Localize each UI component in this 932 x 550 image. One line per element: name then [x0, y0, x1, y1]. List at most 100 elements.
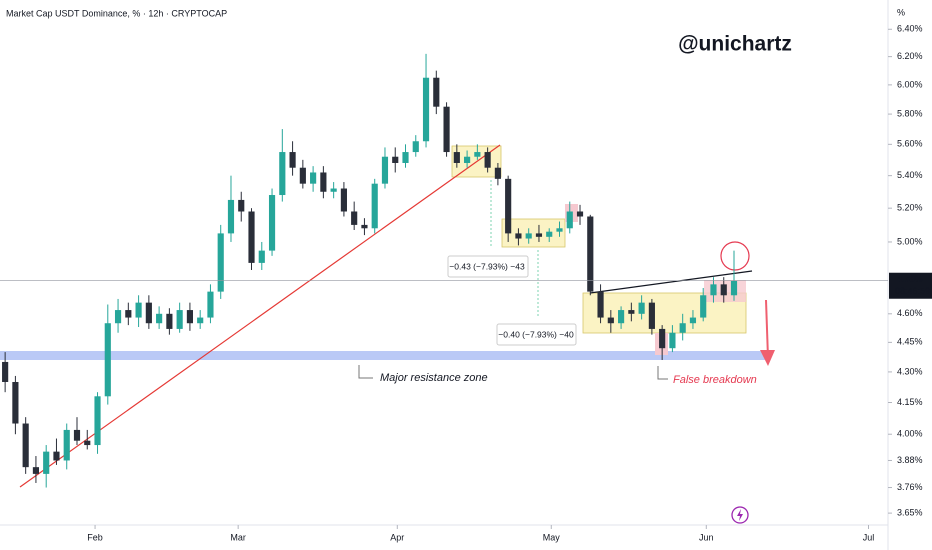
candle-body: [392, 156, 399, 163]
y-tick-label: 3.88%: [897, 455, 923, 465]
candle-body: [114, 310, 122, 324]
candle-body: [700, 295, 707, 318]
watermark: @unichartz: [678, 33, 792, 56]
x-tick-label: Jun: [699, 532, 714, 542]
candle-body: [207, 291, 214, 318]
y-tick-label: 5.20%: [897, 203, 923, 213]
y-tick-label: 3.76%: [897, 482, 923, 492]
candle-body: [402, 152, 409, 163]
candle-body: [197, 317, 204, 324]
candle-body: [453, 152, 460, 163]
candle-body: [443, 106, 450, 153]
candle-body: [710, 284, 717, 296]
candle-body: [248, 211, 255, 263]
candle-body: [2, 361, 9, 382]
y-tick-label: 4.60%: [897, 308, 923, 318]
candle-body: [484, 152, 491, 168]
label-box: [447, 255, 529, 278]
y-tick-label: 4.00%: [897, 429, 923, 439]
x-tick-label: Feb: [87, 532, 103, 542]
candle-body: [176, 310, 183, 329]
candle-body: [587, 216, 594, 292]
y-tick-label: 6.40%: [897, 24, 923, 34]
candle-body: [628, 310, 635, 314]
candle-body: [556, 228, 563, 232]
candle-body: [422, 77, 430, 142]
candle-body: [84, 440, 91, 446]
highlight-circle: [720, 241, 750, 271]
candle-body: [166, 313, 173, 329]
candle-body: [494, 167, 501, 179]
candle-body: [412, 141, 419, 153]
annotation: False breakdown: [673, 374, 757, 386]
candle-body: [669, 332, 676, 349]
candle-body: [361, 224, 368, 229]
candle-body: [217, 233, 224, 292]
resistance-zone: [0, 351, 767, 360]
candle-body: [135, 302, 142, 318]
x-tick-label: Jul: [863, 532, 875, 542]
candle-body: [638, 302, 645, 314]
candle-body: [279, 152, 286, 196]
candle-body: [125, 310, 132, 318]
y-tick-label: 6.20%: [897, 51, 923, 61]
candle-body: [104, 323, 111, 397]
y-tick-label: 4.30%: [897, 366, 923, 376]
x-tick-label: Mar: [230, 532, 246, 542]
plot: [2, 53, 738, 488]
candle-body: [689, 317, 697, 324]
range-box: [501, 218, 566, 248]
candle-body: [607, 317, 614, 324]
candle-body: [238, 199, 245, 212]
candle-body: [546, 231, 553, 237]
label-box: [496, 323, 577, 346]
annotation: Major resistance zone: [380, 372, 488, 384]
candle-body: [371, 183, 378, 229]
candle-body: [381, 156, 389, 184]
candle-body: [515, 233, 522, 239]
candle-body: [268, 195, 276, 251]
candle-body: [32, 467, 40, 474]
arrow-head: [760, 350, 775, 366]
price-label: 4.78%: [897, 274, 923, 284]
x-tick-label: Apr: [390, 532, 404, 542]
candle-body: [330, 188, 337, 192]
candle-body: [505, 178, 512, 234]
countdown: 08:46:59: [895, 286, 930, 296]
candle-body: [597, 291, 604, 318]
candle-body: [227, 199, 235, 234]
candle-body: [648, 302, 655, 329]
arrow: [765, 299, 769, 359]
y-tick-label: 5.40%: [897, 170, 923, 180]
candle-body: [525, 233, 532, 239]
y-tick-label: 5.00%: [897, 236, 923, 246]
candle-body: [73, 429, 81, 441]
candle-body: [464, 156, 471, 163]
candle-body: [351, 211, 358, 225]
y-tick-label: 4.45%: [897, 337, 923, 347]
candle-body: [720, 284, 727, 296]
candle-body: [310, 172, 317, 184]
candle-body: [258, 250, 265, 263]
candle-body: [340, 188, 347, 212]
icon-bolt: [737, 509, 743, 521]
candle-body: [145, 302, 152, 324]
candle-body: [186, 310, 193, 324]
price-tag: [889, 272, 932, 299]
candle-body: [156, 313, 163, 324]
candle-body: [94, 396, 101, 446]
y-axis-unit: %: [897, 7, 905, 17]
candle-body: [299, 167, 306, 184]
y-tick-label: 3.65%: [897, 507, 923, 517]
measure-label: −0.40 (−7.93%) −40: [498, 329, 574, 339]
measure-label: −0.43 (−7.93%) −43: [449, 261, 525, 271]
candle-body: [730, 280, 738, 296]
y-tick-label: 4.15%: [897, 397, 923, 407]
y-tick-label: 6.00%: [897, 79, 923, 89]
candle-body: [320, 172, 327, 192]
y-tick-label: 5.60%: [897, 139, 923, 149]
candle-body: [43, 451, 50, 474]
candle-body: [474, 152, 481, 157]
candle-body: [53, 451, 60, 461]
